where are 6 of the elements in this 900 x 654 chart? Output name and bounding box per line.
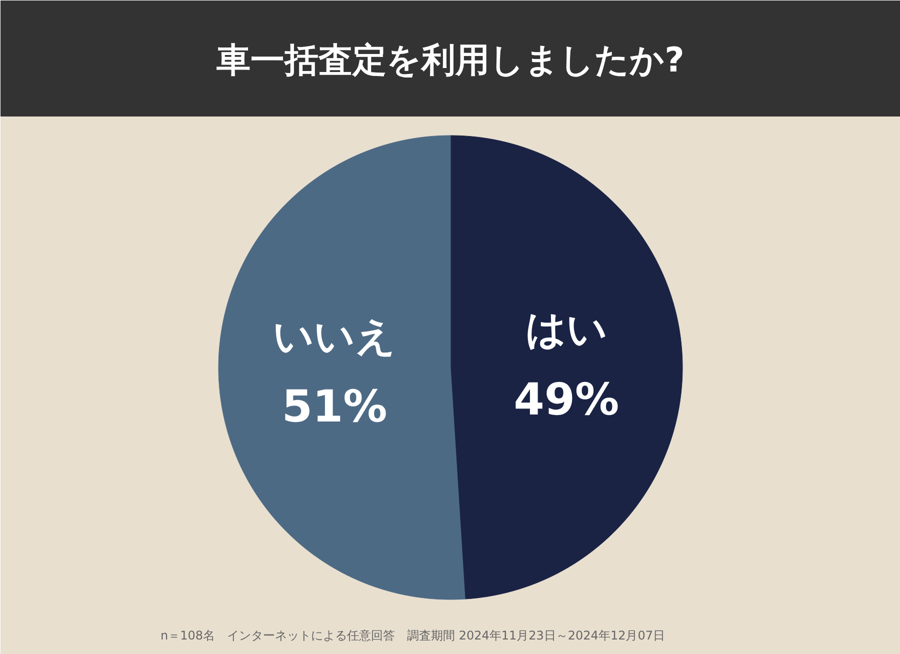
data-label: 49%: [514, 374, 620, 426]
slice-label: はい: [525, 306, 608, 353]
chart-title: 車一括査定を利用しましたか?: [216, 40, 684, 80]
data-label: 51%: [282, 382, 388, 433]
text: n＝108名 インターネットによる任意回答 調査期間 2024年11月23日～2024年12月07日: [160, 628, 665, 642]
slice-label: いいえ: [273, 314, 396, 360]
